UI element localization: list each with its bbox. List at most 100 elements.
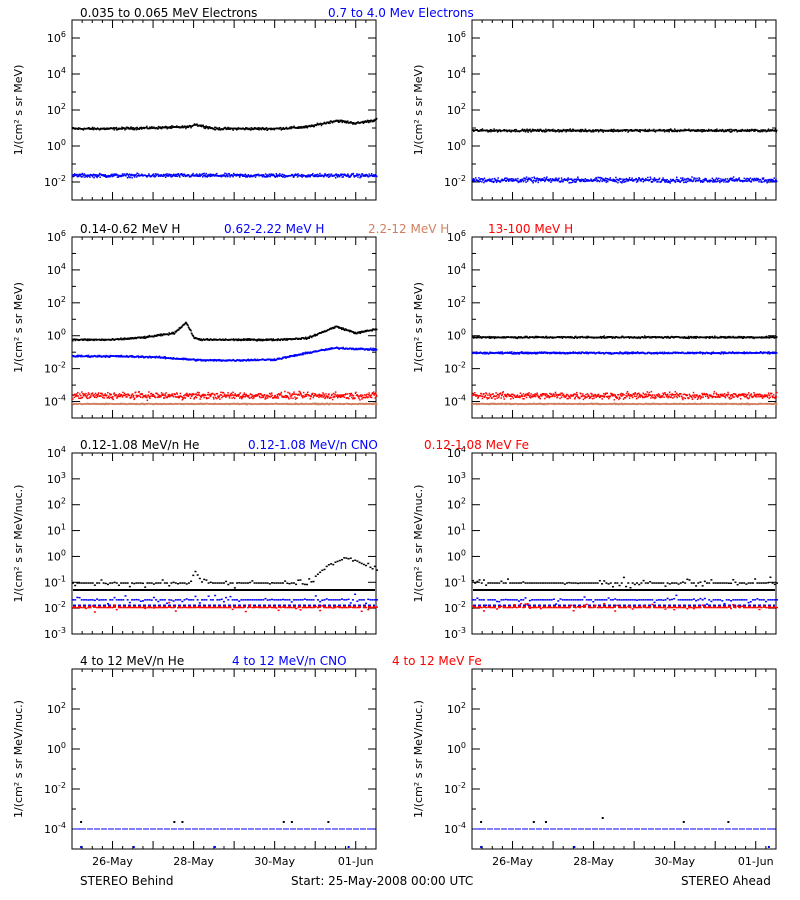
data-point	[209, 395, 212, 398]
data-point	[544, 180, 546, 183]
data-point	[529, 130, 532, 132]
data-point	[230, 392, 233, 395]
data-point	[364, 174, 366, 176]
data-point	[186, 125, 189, 127]
y-tick-label: 104	[47, 66, 66, 81]
data-point	[357, 121, 360, 124]
data-point	[567, 178, 570, 181]
data-point	[520, 180, 522, 183]
data-point	[546, 176, 548, 178]
data-point	[716, 128, 718, 130]
data-point	[72, 403, 75, 406]
data-point	[104, 403, 106, 406]
data-point	[316, 175, 319, 178]
data-point	[202, 393, 204, 396]
data-point	[301, 174, 304, 176]
data-point	[367, 175, 370, 178]
data-point	[280, 391, 283, 394]
data-point	[199, 175, 201, 178]
data-point	[591, 130, 593, 133]
data-point	[103, 338, 105, 341]
data-point	[91, 174, 93, 176]
data-point	[557, 129, 560, 131]
data-point	[566, 180, 569, 182]
data-point	[89, 396, 92, 399]
data-point	[217, 359, 220, 361]
data-point	[195, 173, 198, 175]
data-point	[130, 396, 132, 398]
data-point	[103, 394, 106, 397]
data-point	[667, 181, 669, 184]
data-point	[554, 178, 556, 181]
data-point	[84, 176, 86, 178]
data-point	[233, 394, 235, 397]
data-point	[256, 127, 259, 130]
data-point	[181, 326, 183, 328]
data-point	[104, 355, 107, 358]
data-point	[570, 129, 573, 132]
data-point	[198, 174, 200, 177]
data-point	[729, 177, 732, 180]
data-point	[364, 120, 367, 122]
data-point	[102, 174, 105, 176]
data-point	[316, 333, 319, 336]
data-point	[748, 129, 750, 132]
data-point	[656, 179, 659, 181]
data-point	[328, 121, 331, 123]
data-point	[630, 128, 633, 131]
data-point	[540, 178, 543, 181]
data-point	[739, 129, 742, 132]
data-point	[658, 129, 661, 132]
data-point	[374, 119, 377, 121]
data-point	[193, 175, 195, 177]
data-point	[472, 178, 474, 181]
data-point	[176, 392, 178, 394]
data-point	[609, 129, 611, 132]
data-point	[615, 129, 617, 132]
data-point	[728, 179, 731, 181]
data-point	[327, 174, 329, 177]
data-point	[135, 173, 137, 176]
data-point	[120, 175, 123, 178]
data-point	[554, 179, 557, 182]
data-point	[506, 177, 508, 179]
data-point	[262, 395, 264, 397]
data-point	[244, 395, 247, 398]
data-point	[749, 177, 752, 179]
data-point	[508, 178, 511, 180]
data-point	[307, 174, 309, 176]
data-point	[108, 395, 110, 398]
data-point	[318, 174, 321, 177]
data-point	[73, 175, 76, 177]
data-point	[495, 179, 497, 181]
data-point	[117, 128, 119, 131]
data-point	[107, 174, 110, 177]
data-point	[132, 395, 135, 397]
data-point	[81, 172, 84, 175]
data-point	[376, 175, 378, 178]
data-point	[530, 180, 533, 182]
data-point	[246, 359, 248, 362]
data-point	[623, 181, 625, 183]
data-point	[372, 119, 375, 121]
data-point	[203, 125, 206, 128]
data-point	[313, 175, 316, 178]
data-point	[278, 358, 280, 360]
data-point	[305, 176, 307, 178]
data-point	[159, 126, 161, 128]
data-point	[194, 174, 197, 176]
data-point	[96, 176, 98, 179]
data-point	[520, 180, 523, 182]
data-point	[308, 351, 311, 354]
data-point	[75, 174, 78, 177]
data-point	[222, 395, 224, 398]
data-point	[82, 392, 84, 395]
data-point	[537, 181, 539, 184]
data-point	[220, 359, 222, 361]
y-tick-label: 104	[447, 66, 466, 81]
data-point	[282, 175, 285, 178]
data-point	[182, 397, 184, 399]
data-point	[299, 391, 301, 393]
data-point	[162, 393, 164, 395]
data-point	[720, 180, 723, 183]
